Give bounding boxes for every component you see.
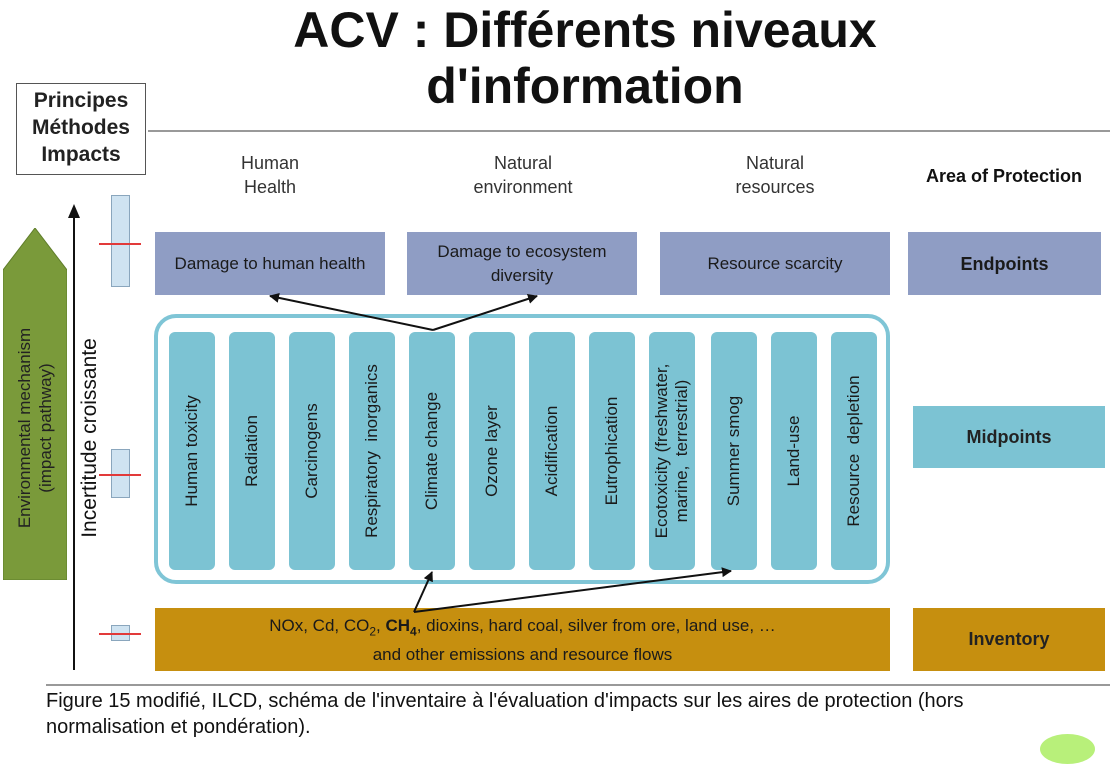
environmental-mechanism-arrow	[3, 228, 67, 580]
inventory-text-post: , dioxins, hard coal, silver from ore, l…	[416, 616, 776, 635]
midpoint-ozone-layer: Ozone layer	[469, 332, 515, 570]
inventory-sub-4: 4	[410, 624, 417, 639]
midpoint-acidification: Acidification	[529, 332, 575, 570]
midpoint-radiation: Radiation	[229, 332, 275, 570]
midpoints-label: Midpoints	[913, 406, 1105, 468]
midpoint-land-use: Land-use	[771, 332, 817, 570]
midpoint-human-toxicity: Human toxicity	[169, 332, 215, 570]
midpoint-climate-change: Climate change	[409, 332, 455, 570]
uncertainty-bar-midpoints	[111, 449, 130, 498]
midpoint-respiratory-inorganics: Respiratory inorganics	[349, 332, 395, 570]
uncertainty-bar-endpoints	[111, 195, 130, 287]
midpoint-summer-smog: Summer smog	[711, 332, 757, 570]
inventory-label: Inventory	[913, 608, 1105, 671]
inventory-sub-2: 2	[369, 624, 377, 639]
area-of-protection-label: Area of Protection	[926, 166, 1083, 186]
inventory-sep: ,	[376, 616, 386, 635]
uncertainty-marker-endpoints	[99, 243, 141, 245]
endpoint-resource-scarcity: Resource scarcity	[660, 232, 890, 295]
midpoint-carcinogens: Carcinogens	[289, 332, 335, 570]
midpoint-resource-depletion: Resource depletion	[831, 332, 877, 570]
endpoint-damage-human-health: Damage to human health	[155, 232, 385, 295]
area-natural-environment: Natural environment	[473, 153, 573, 197]
inventory-box: NOx, Cd, CO2, CH4, dioxins, hard coal, s…	[155, 608, 890, 671]
legend-box: Principes Méthodes Impacts	[16, 83, 146, 175]
top-divider	[148, 130, 1110, 132]
endpoint-damage-ecosystem: Damage to ecosystem diversity	[407, 232, 637, 295]
area-human-health: Human Health	[240, 153, 300, 197]
inventory-line1: NOx, Cd, CO2, CH4, dioxins, hard coal, s…	[155, 614, 890, 643]
legend-principes: Principes	[33, 89, 129, 112]
figure-caption: Figure 15 modifié, ILCD, schéma de l'inv…	[46, 690, 964, 738]
arrow-ch4-to-smog	[413, 567, 732, 613]
uncertainty-marker-inventory	[99, 633, 141, 635]
midpoint-eutrophication: Eutrophication	[589, 332, 635, 570]
legend-methodes: Méthodes	[31, 116, 130, 139]
midpoint-ecotoxicity: Ecotoxicity (freshwater, marine, terrest…	[649, 332, 695, 570]
inventory-line2: and other emissions and resource flows	[372, 645, 673, 665]
endpoints-label: Endpoints	[908, 232, 1101, 295]
midpoints-frame	[154, 314, 890, 584]
pathway-arrows	[269, 292, 732, 613]
page-title: ACV : Différents niveaux d'information	[293, 2, 877, 114]
corner-decoration	[1040, 734, 1095, 764]
area-natural-resources: Natural resources	[735, 153, 815, 197]
arrow-climate-to-human	[269, 292, 434, 331]
arrow-climate-to-ecosystem	[432, 294, 538, 331]
bottom-divider	[46, 684, 1110, 686]
uncertainty-marker-midpoints	[99, 474, 141, 476]
uncertainty-axis-arrow	[68, 204, 80, 670]
inventory-text-pre: NOx, Cd, CO	[269, 616, 370, 635]
legend-impacts: Impacts	[41, 143, 121, 166]
inventory-ch: CH	[385, 616, 411, 635]
arrow-ch4-to-climate	[413, 571, 433, 613]
